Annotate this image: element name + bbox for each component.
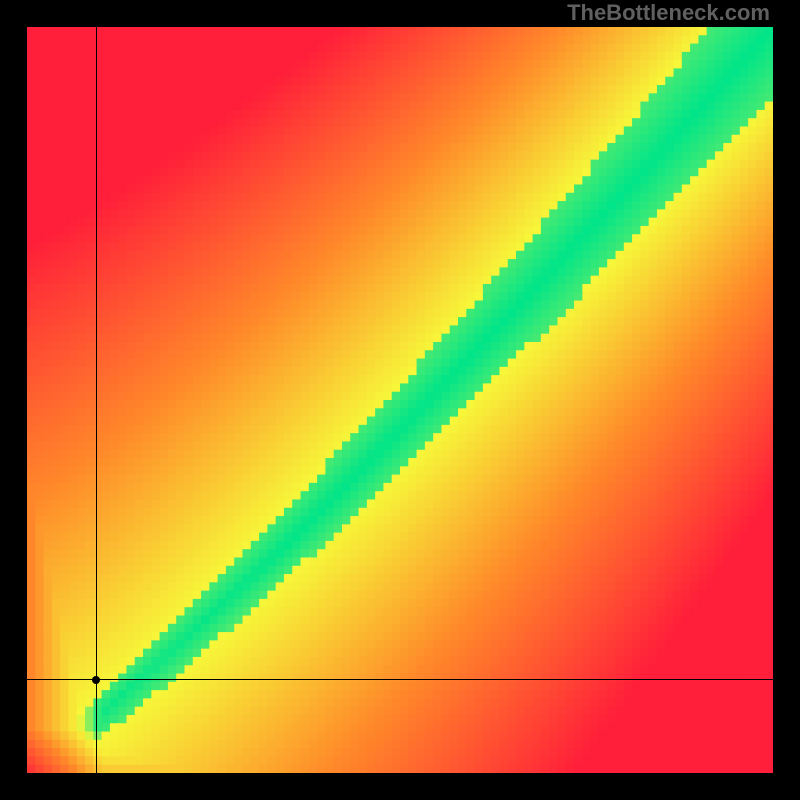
crosshair-horizontal (27, 679, 773, 680)
crosshair-vertical (96, 27, 97, 773)
bottleneck-heatmap (27, 27, 773, 773)
attribution-text: TheBottleneck.com (567, 0, 770, 26)
chart-container: { "attribution": "TheBottleneck.com", "c… (0, 0, 800, 800)
